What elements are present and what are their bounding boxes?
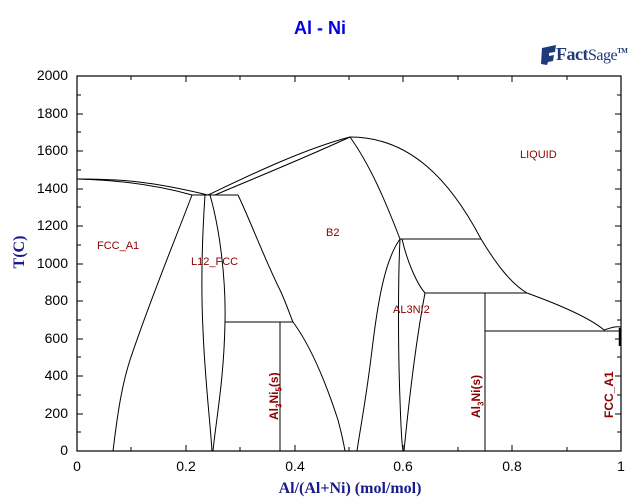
logo-sage: Sage: [587, 47, 618, 64]
region-label-al3ni: Al3Ni(s): [469, 374, 486, 418]
factsage-logo: FactSageTM: [540, 42, 630, 72]
x-ticks: [130, 76, 568, 451]
y-tick-600: 600: [44, 330, 68, 346]
x-tick-1: 1: [617, 458, 625, 474]
y-tick-1200: 1200: [36, 217, 68, 233]
y-tick-1400: 1400: [36, 180, 68, 196]
x-tick-0.8: 0.8: [502, 458, 522, 474]
region-label-l12-fcc: L12_FCC: [191, 256, 239, 268]
region-label-fcc-a1: FCC_A1: [97, 240, 140, 252]
factsage-logo-text: FactSageTM: [556, 44, 628, 65]
y-tick-1800: 1800: [36, 105, 68, 121]
region-label-liquid: LIQUID: [520, 149, 557, 161]
logo-tm: TM: [617, 47, 628, 55]
region-label-al3ni5: Al3Ni5(s): [267, 372, 284, 420]
x-tick-0.4: 0.4: [285, 458, 305, 474]
y-tick-0: 0: [60, 442, 68, 458]
y-axis-label: T(C): [11, 235, 28, 269]
logo-fact: Fact: [556, 44, 588, 64]
y-ticks: [77, 75, 621, 433]
y-tick-2000: 2000: [36, 67, 68, 83]
phase-boundaries: [76, 136, 622, 452]
y-tick-800: 800: [44, 292, 68, 308]
x-axis-label: Al/(Al+Ni) (mol/mol): [278, 480, 422, 497]
y-tick-200: 200: [44, 405, 68, 421]
y-tick-400: 400: [44, 367, 68, 383]
region-label-b2: B2: [326, 227, 340, 239]
x-tick-0.6: 0.6: [393, 458, 413, 474]
x-tick-0.2: 0.2: [176, 458, 196, 474]
plot-frame: [76, 75, 622, 452]
region-label-fcc-a1-al: FCC_A1: [602, 371, 616, 418]
chart-title: Al - Ni: [294, 18, 346, 38]
factsage-logo-icon: [541, 45, 556, 65]
x-tick-0: 0: [73, 458, 81, 474]
y-tick-1000: 1000: [36, 255, 68, 271]
region-label-al3ni2: AL3NI2: [393, 304, 430, 316]
y-tick-1600: 1600: [36, 142, 68, 158]
